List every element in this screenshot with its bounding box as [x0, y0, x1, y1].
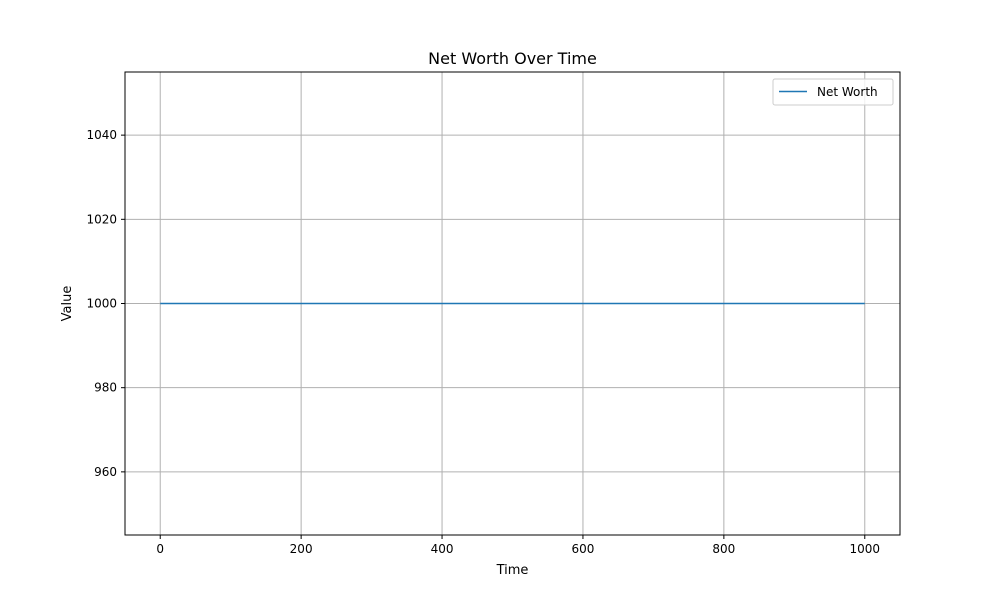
legend: Net Worth — [772, 78, 894, 106]
x-tick-label: 200 — [290, 542, 313, 556]
x-tick-label: 800 — [712, 542, 735, 556]
y-tick-label: 1040 — [86, 128, 117, 142]
x-tick-label: 1000 — [849, 542, 880, 556]
y-tick-label: 1000 — [86, 297, 117, 311]
y-axis-label: Value — [60, 286, 75, 322]
y-tick-label: 980 — [94, 381, 117, 395]
legend-box — [772, 78, 894, 106]
y-tick-label: 1020 — [86, 212, 117, 226]
axis-ticks: 0 200 400 600 800 1000 960 980 1000 1020 1040 — [86, 128, 880, 556]
x-tick-label: 600 — [572, 542, 595, 556]
x-axis-label: Time — [496, 563, 529, 578]
legend-label-net-worth: Net Worth — [817, 85, 878, 99]
x-tick-label: 400 — [431, 542, 454, 556]
chart-title: Net Worth Over Time — [428, 49, 597, 68]
y-tick-label: 960 — [94, 465, 117, 479]
x-tick-label: 0 — [156, 542, 164, 556]
